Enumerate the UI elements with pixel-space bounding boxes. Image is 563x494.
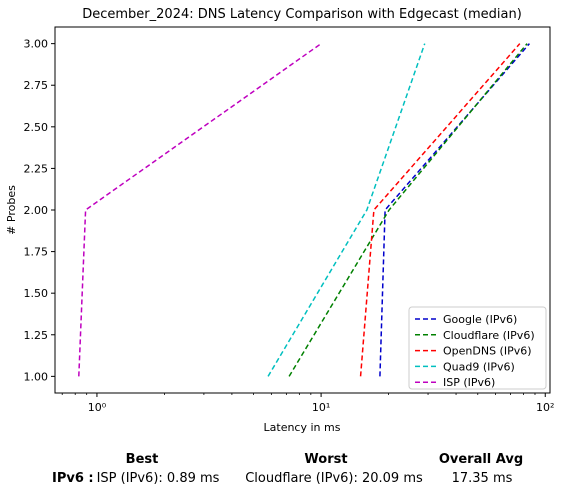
legend-label: Quad9 (IPv6) [443,360,515,373]
series-layer [78,43,530,377]
chart-title: December_2024: DNS Latency Comparison wi… [82,7,522,22]
latency-chart: December_2024: DNS Latency Comparison wi… [5,7,555,434]
overall-avg-value: 17.35 ms [451,471,513,486]
legend-label: OpenDNS (IPv6) [443,345,532,358]
x-axis-label: Latency in ms [264,421,341,434]
best-header: Best [125,452,159,467]
axes: 1.00 1.25 1.50 1.75 2.00 2.25 2.50 2.75 3.00 10⁰ 1… [24,38,555,414]
y-tick-label: 2.50 [24,121,49,134]
y-tick-label: 2.00 [24,204,49,217]
y-tick-label: 1.75 [24,246,49,259]
y-tick-label: 1.00 [24,370,49,383]
summary-table: Best Worst Overall Avg IPv6 : ISP (IPv6)… [0,448,563,494]
series-line [288,43,528,377]
worst-value: Cloudflare (IPv6): 20.09 ms [245,471,423,486]
x-tick-label: 10² [536,401,554,414]
worst-header: Worst [304,452,348,467]
legend-label: ISP (IPv6) [443,376,495,389]
series-line [267,43,426,377]
y-tick-label: 2.75 [24,79,49,92]
series-line [359,43,521,377]
legend: Google (IPv6) Cloudflare (IPv6) OpenDNS (I… [408,306,547,390]
legend-label: Cloudflare (IPv6) [443,329,535,342]
y-tick-label: 1.25 [24,329,49,342]
y-tick-label: 2.25 [24,162,49,175]
legend-box [408,306,547,390]
x-tick-label: 10¹ [312,401,330,414]
series-line [78,43,322,377]
y-tick-label: 1.50 [24,287,49,300]
overall-avg-header: Overall Avg [438,452,524,467]
y-axis-label: # Probes [5,185,18,235]
legend-label: Google (IPv6) [443,313,517,326]
ipv6-row-label: IPv6 : [52,471,94,486]
x-tick-label: 10⁰ [88,401,107,414]
y-tick-label: 3.00 [24,38,49,51]
best-value: ISP (IPv6): 0.89 ms [96,471,220,486]
